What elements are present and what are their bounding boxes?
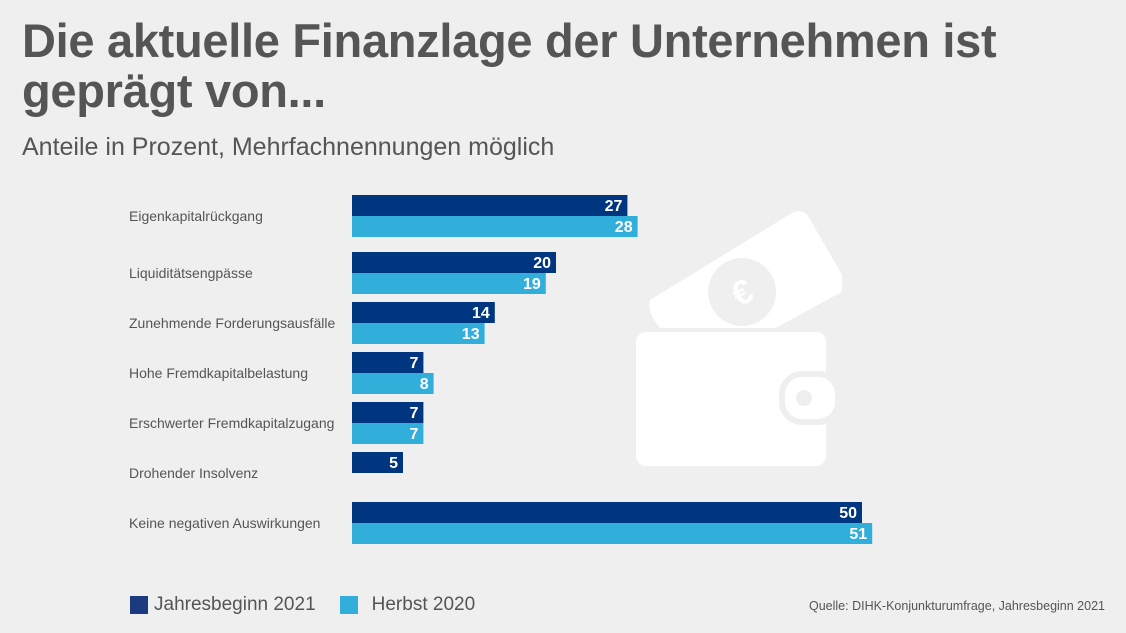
- source-note: Quelle: DIHK-Konjunkturumfrage, Jahresbe…: [808, 599, 1105, 613]
- bar-jahresbeginn-2021: [352, 252, 556, 273]
- value-label: 7: [409, 426, 418, 443]
- value-label: 19: [523, 276, 541, 293]
- bar-jahresbeginn-2021: [352, 302, 495, 323]
- bar-herbst-2020: [352, 216, 638, 237]
- bar-jahresbeginn-2021: [352, 402, 424, 423]
- category-label: Eigenkapitalrückgang: [129, 208, 263, 224]
- value-label: 8: [420, 376, 429, 393]
- legend: Jahresbeginn 2021 Herbst 2020: [130, 594, 499, 616]
- category-label: Hohe Fremdkapitalbelastung: [129, 365, 308, 381]
- value-label: 13: [462, 326, 480, 343]
- legend-label: Herbst 2020: [371, 594, 476, 615]
- chart-title: Die aktuelle Finanzlage der Unternehmen …: [22, 14, 997, 117]
- bar-herbst-2020: [352, 373, 434, 394]
- bar-herbst-2020: [352, 273, 546, 294]
- legend-label: Jahresbeginn 2021: [154, 594, 316, 615]
- value-label: 7: [409, 405, 418, 422]
- category-label: Zunehmende Forderungsausfälle: [129, 315, 335, 331]
- category-label: Liquiditätsengpässe: [129, 265, 253, 281]
- value-label: 27: [605, 198, 623, 215]
- bar-jahresbeginn-2021: [352, 195, 628, 216]
- value-label: 7: [409, 355, 418, 372]
- category-label: Keine negativen Auswirkungen: [129, 515, 320, 531]
- bar-herbst-2020: [352, 423, 424, 444]
- wallet-euro-icon: €: [632, 211, 842, 466]
- category-label: Erschwerter Fremdkapitalzugang: [129, 415, 334, 431]
- value-label: 50: [839, 505, 857, 522]
- value-label: 5: [389, 455, 398, 472]
- bar-jahresbeginn-2021: [352, 352, 424, 373]
- bar-jahresbeginn-2021: [352, 452, 403, 473]
- value-label: 20: [533, 255, 551, 272]
- legend-item-jahresbeginn-2021: Jahresbeginn 2021: [130, 594, 316, 616]
- bar-jahresbeginn-2021: [352, 502, 862, 523]
- wallet-body-icon: [636, 332, 826, 466]
- legend-item-herbst-2020: Herbst 2020: [339, 594, 476, 616]
- value-label: 28: [615, 219, 633, 236]
- legend-swatch-herbst-2020: [339, 596, 358, 614]
- value-label: 51: [849, 526, 867, 543]
- bar-herbst-2020: [352, 523, 873, 544]
- bar-herbst-2020: [352, 323, 485, 344]
- category-label: Drohender Insolvenz: [129, 465, 258, 481]
- value-label: 14: [472, 305, 490, 322]
- legend-swatch-jahresbeginn-2021: [130, 596, 148, 614]
- chart-subtitle: Anteile in Prozent, Mehrfachnennungen mö…: [22, 133, 555, 161]
- euro-coin-icon: [708, 258, 776, 326]
